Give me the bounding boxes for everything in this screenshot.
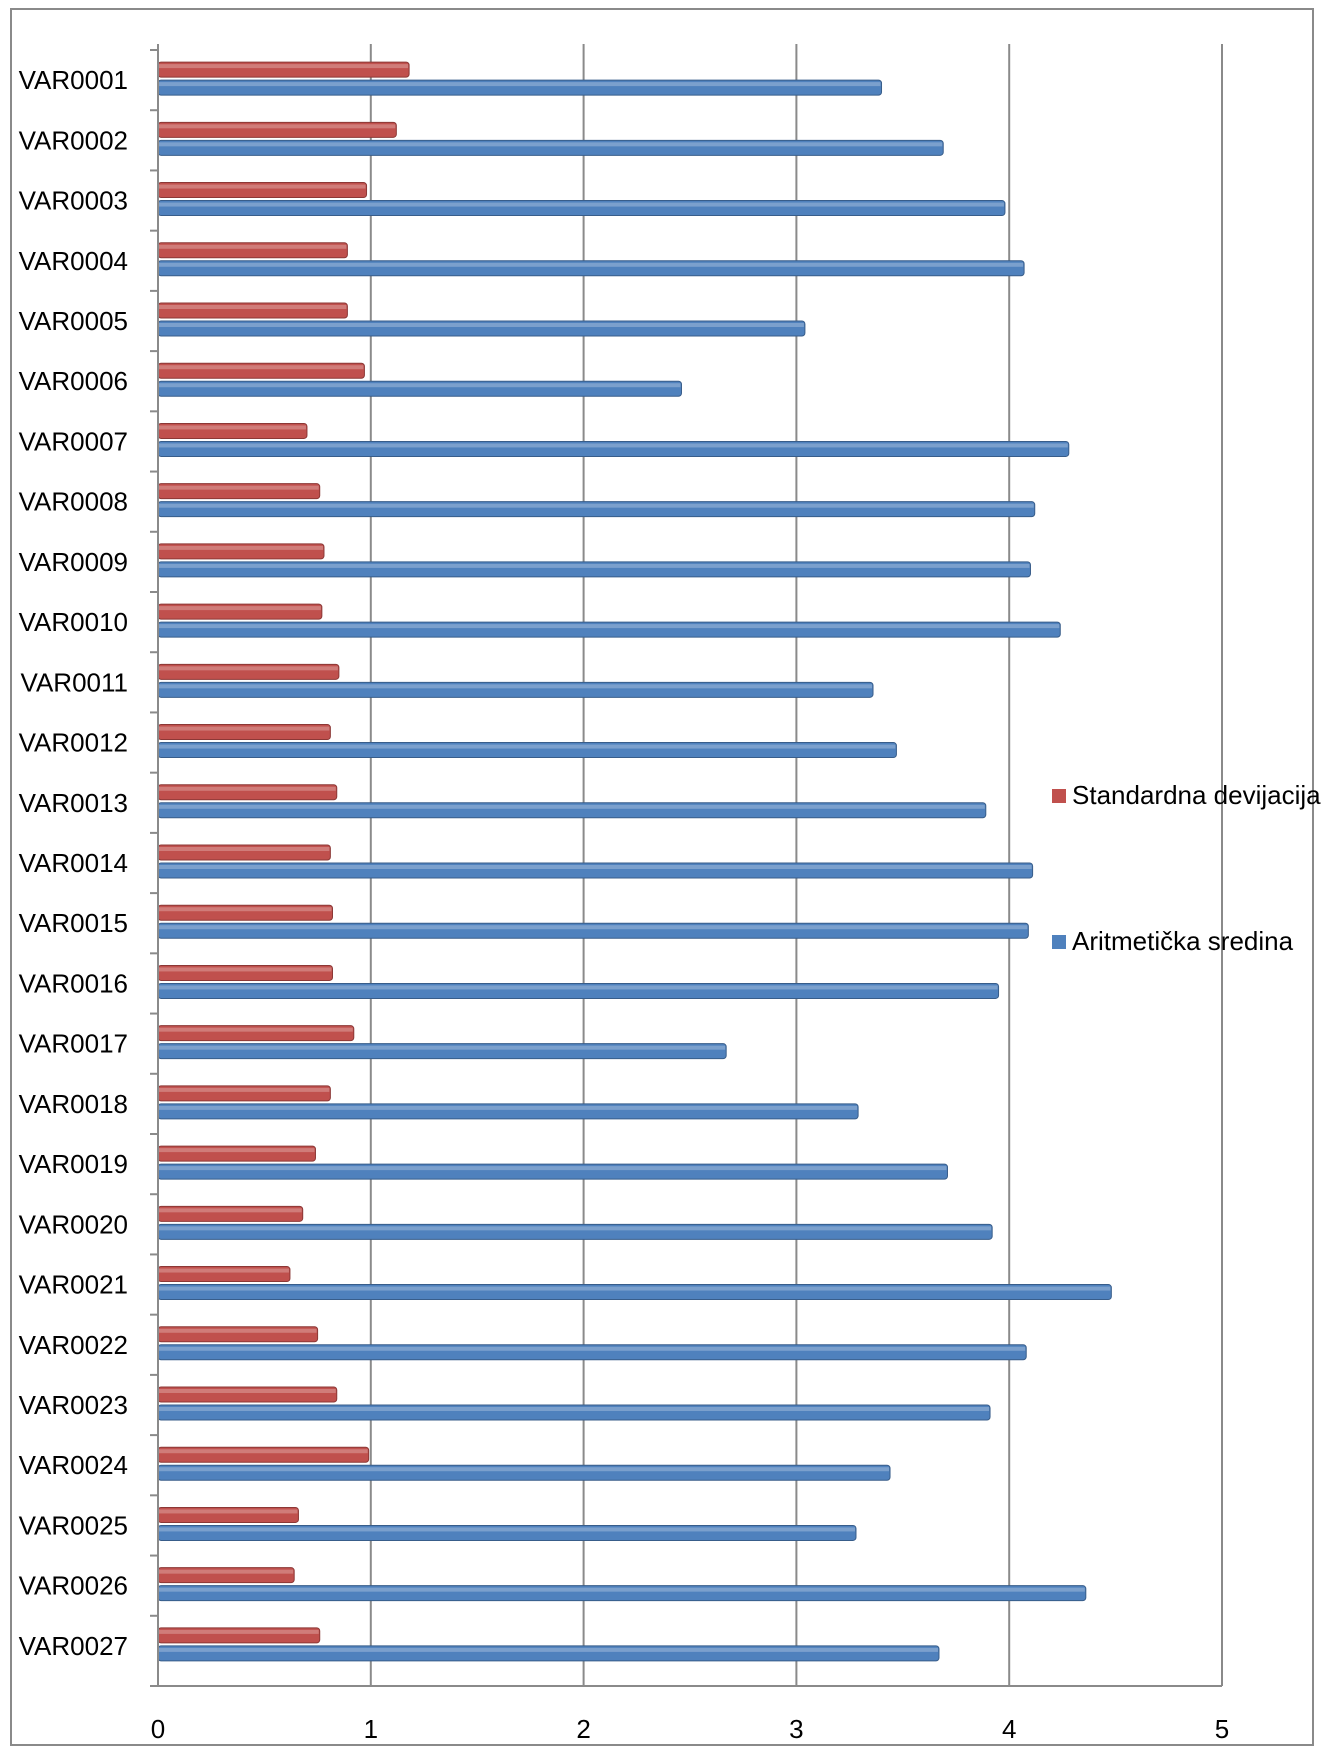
category-label-VAR0004: VAR0004: [19, 246, 128, 276]
bar-highlight: [159, 244, 347, 249]
bar-highlight: [159, 1389, 336, 1393]
x-tick-label-4: 4: [1002, 1714, 1016, 1744]
bar-highlight: [159, 606, 321, 611]
category-label-VAR0012: VAR0012: [19, 728, 128, 758]
bar-highlight: [159, 1569, 294, 1574]
legend-swatch-std-dev: [1052, 788, 1066, 803]
bar-highlight: [159, 262, 1024, 267]
bar-highlight: [159, 64, 409, 69]
category-label-VAR0017: VAR0017: [19, 1029, 128, 1059]
bar-highlight: [159, 443, 1068, 448]
category-label-VAR0015: VAR0015: [19, 908, 128, 938]
bar-highlight: [159, 124, 396, 129]
bar-highlight: [159, 1449, 368, 1454]
category-label-VAR0002: VAR0002: [19, 125, 128, 155]
category-label-VAR0018: VAR0018: [19, 1089, 128, 1119]
bar-highlight: [159, 786, 336, 791]
bar-highlight: [159, 684, 873, 689]
category-label-VAR0025: VAR0025: [19, 1510, 128, 1540]
category-label-VAR0020: VAR0020: [19, 1209, 128, 1239]
category-label-VAR0019: VAR0019: [19, 1149, 128, 1179]
category-label-VAR0014: VAR0014: [19, 848, 128, 878]
bar-highlight: [159, 365, 364, 370]
category-label-VAR0024: VAR0024: [19, 1450, 128, 1480]
category-label-VAR0023: VAR0023: [19, 1390, 128, 1420]
category-label-VAR0026: VAR0026: [19, 1571, 128, 1601]
bar-highlight: [159, 804, 985, 809]
x-tick-label-0: 0: [151, 1714, 165, 1744]
bar-highlight: [159, 666, 338, 671]
bar-highlight: [159, 1647, 938, 1652]
bar-highlight: [159, 1286, 1111, 1291]
legend-item-std-dev: Standardna devijacija: [1052, 780, 1321, 811]
bar-highlight: [159, 142, 943, 147]
bar-highlight: [159, 1166, 947, 1171]
category-label-VAR0016: VAR0016: [19, 968, 128, 998]
category-label-VAR0003: VAR0003: [19, 186, 128, 216]
bar-highlight: [159, 1527, 855, 1532]
bar-highlight: [159, 1087, 330, 1092]
bar-highlight: [159, 907, 332, 912]
bar-highlight: [159, 744, 896, 749]
bar-highlight: [159, 1148, 315, 1153]
x-tick-label-5: 5: [1215, 1714, 1229, 1744]
category-label-VAR0011: VAR0011: [21, 667, 128, 697]
category-label-VAR0007: VAR0007: [19, 426, 128, 456]
bar-highlight: [159, 1328, 317, 1333]
bar-highlight: [159, 967, 332, 972]
bar-highlight: [159, 1208, 302, 1213]
bar-highlight: [159, 485, 319, 490]
bar-highlight: [159, 1509, 298, 1514]
bar-highlight: [159, 184, 366, 189]
bar-highlight: [159, 323, 804, 327]
x-tick-label-3: 3: [789, 1714, 803, 1744]
bar-highlight: [159, 1407, 990, 1411]
category-label-VAR0005: VAR0005: [19, 306, 128, 336]
category-label-VAR0013: VAR0013: [19, 788, 128, 818]
bar-highlight: [159, 1226, 992, 1231]
x-tick-label-2: 2: [576, 1714, 590, 1744]
bar-highlight: [159, 1629, 319, 1634]
bar-highlight: [159, 383, 681, 388]
category-label-VAR0010: VAR0010: [19, 607, 128, 637]
bar-highlight: [159, 425, 306, 430]
bar-highlight: [159, 545, 323, 550]
category-label-VAR0009: VAR0009: [19, 547, 128, 577]
bar-highlight: [159, 1587, 1085, 1592]
axis-labels: 0 1 2 3 4 5 VAR0001 VAR0002 VAR0003 VAR0004 VAR000…: [19, 65, 1230, 1744]
bar-highlight: [159, 925, 1028, 930]
bar-highlight: [159, 1045, 726, 1050]
category-label-VAR0027: VAR0027: [19, 1631, 128, 1661]
category-label-VAR0022: VAR0022: [19, 1330, 128, 1360]
category-label-VAR0008: VAR0008: [19, 487, 128, 517]
bar-highlight: [159, 985, 998, 990]
bar-highlight: [159, 1105, 858, 1110]
axes: [150, 44, 1222, 1687]
bar-highlight: [159, 202, 1004, 207]
bar-highlight: [159, 865, 1032, 869]
bar-highlight: [159, 503, 1034, 508]
legend-label-std-dev: Standardna devijacija: [1072, 780, 1321, 810]
bar-highlight: [159, 1027, 353, 1032]
bar-highlight: [159, 563, 1030, 568]
bar-highlight: [159, 726, 330, 731]
bar-highlight: [159, 847, 330, 851]
legend-label-mean: Aritmetička sredina: [1072, 926, 1294, 956]
bars: [157, 61, 1112, 1662]
bar-highlight: [159, 1268, 289, 1273]
category-label-VAR0021: VAR0021: [19, 1270, 128, 1300]
bar-highlight: [159, 624, 1060, 629]
category-label-VAR0006: VAR0006: [19, 366, 128, 396]
bar-highlight: [159, 82, 881, 87]
bar-highlight: [159, 1346, 1026, 1351]
legend-swatch-mean: [1052, 934, 1066, 949]
legend-item-mean: Aritmetička sredina: [1052, 926, 1293, 957]
x-tick-label-1: 1: [364, 1714, 378, 1744]
category-label-VAR0001: VAR0001: [19, 65, 128, 95]
bar-highlight: [159, 305, 347, 309]
bar-highlight: [159, 1467, 890, 1472]
